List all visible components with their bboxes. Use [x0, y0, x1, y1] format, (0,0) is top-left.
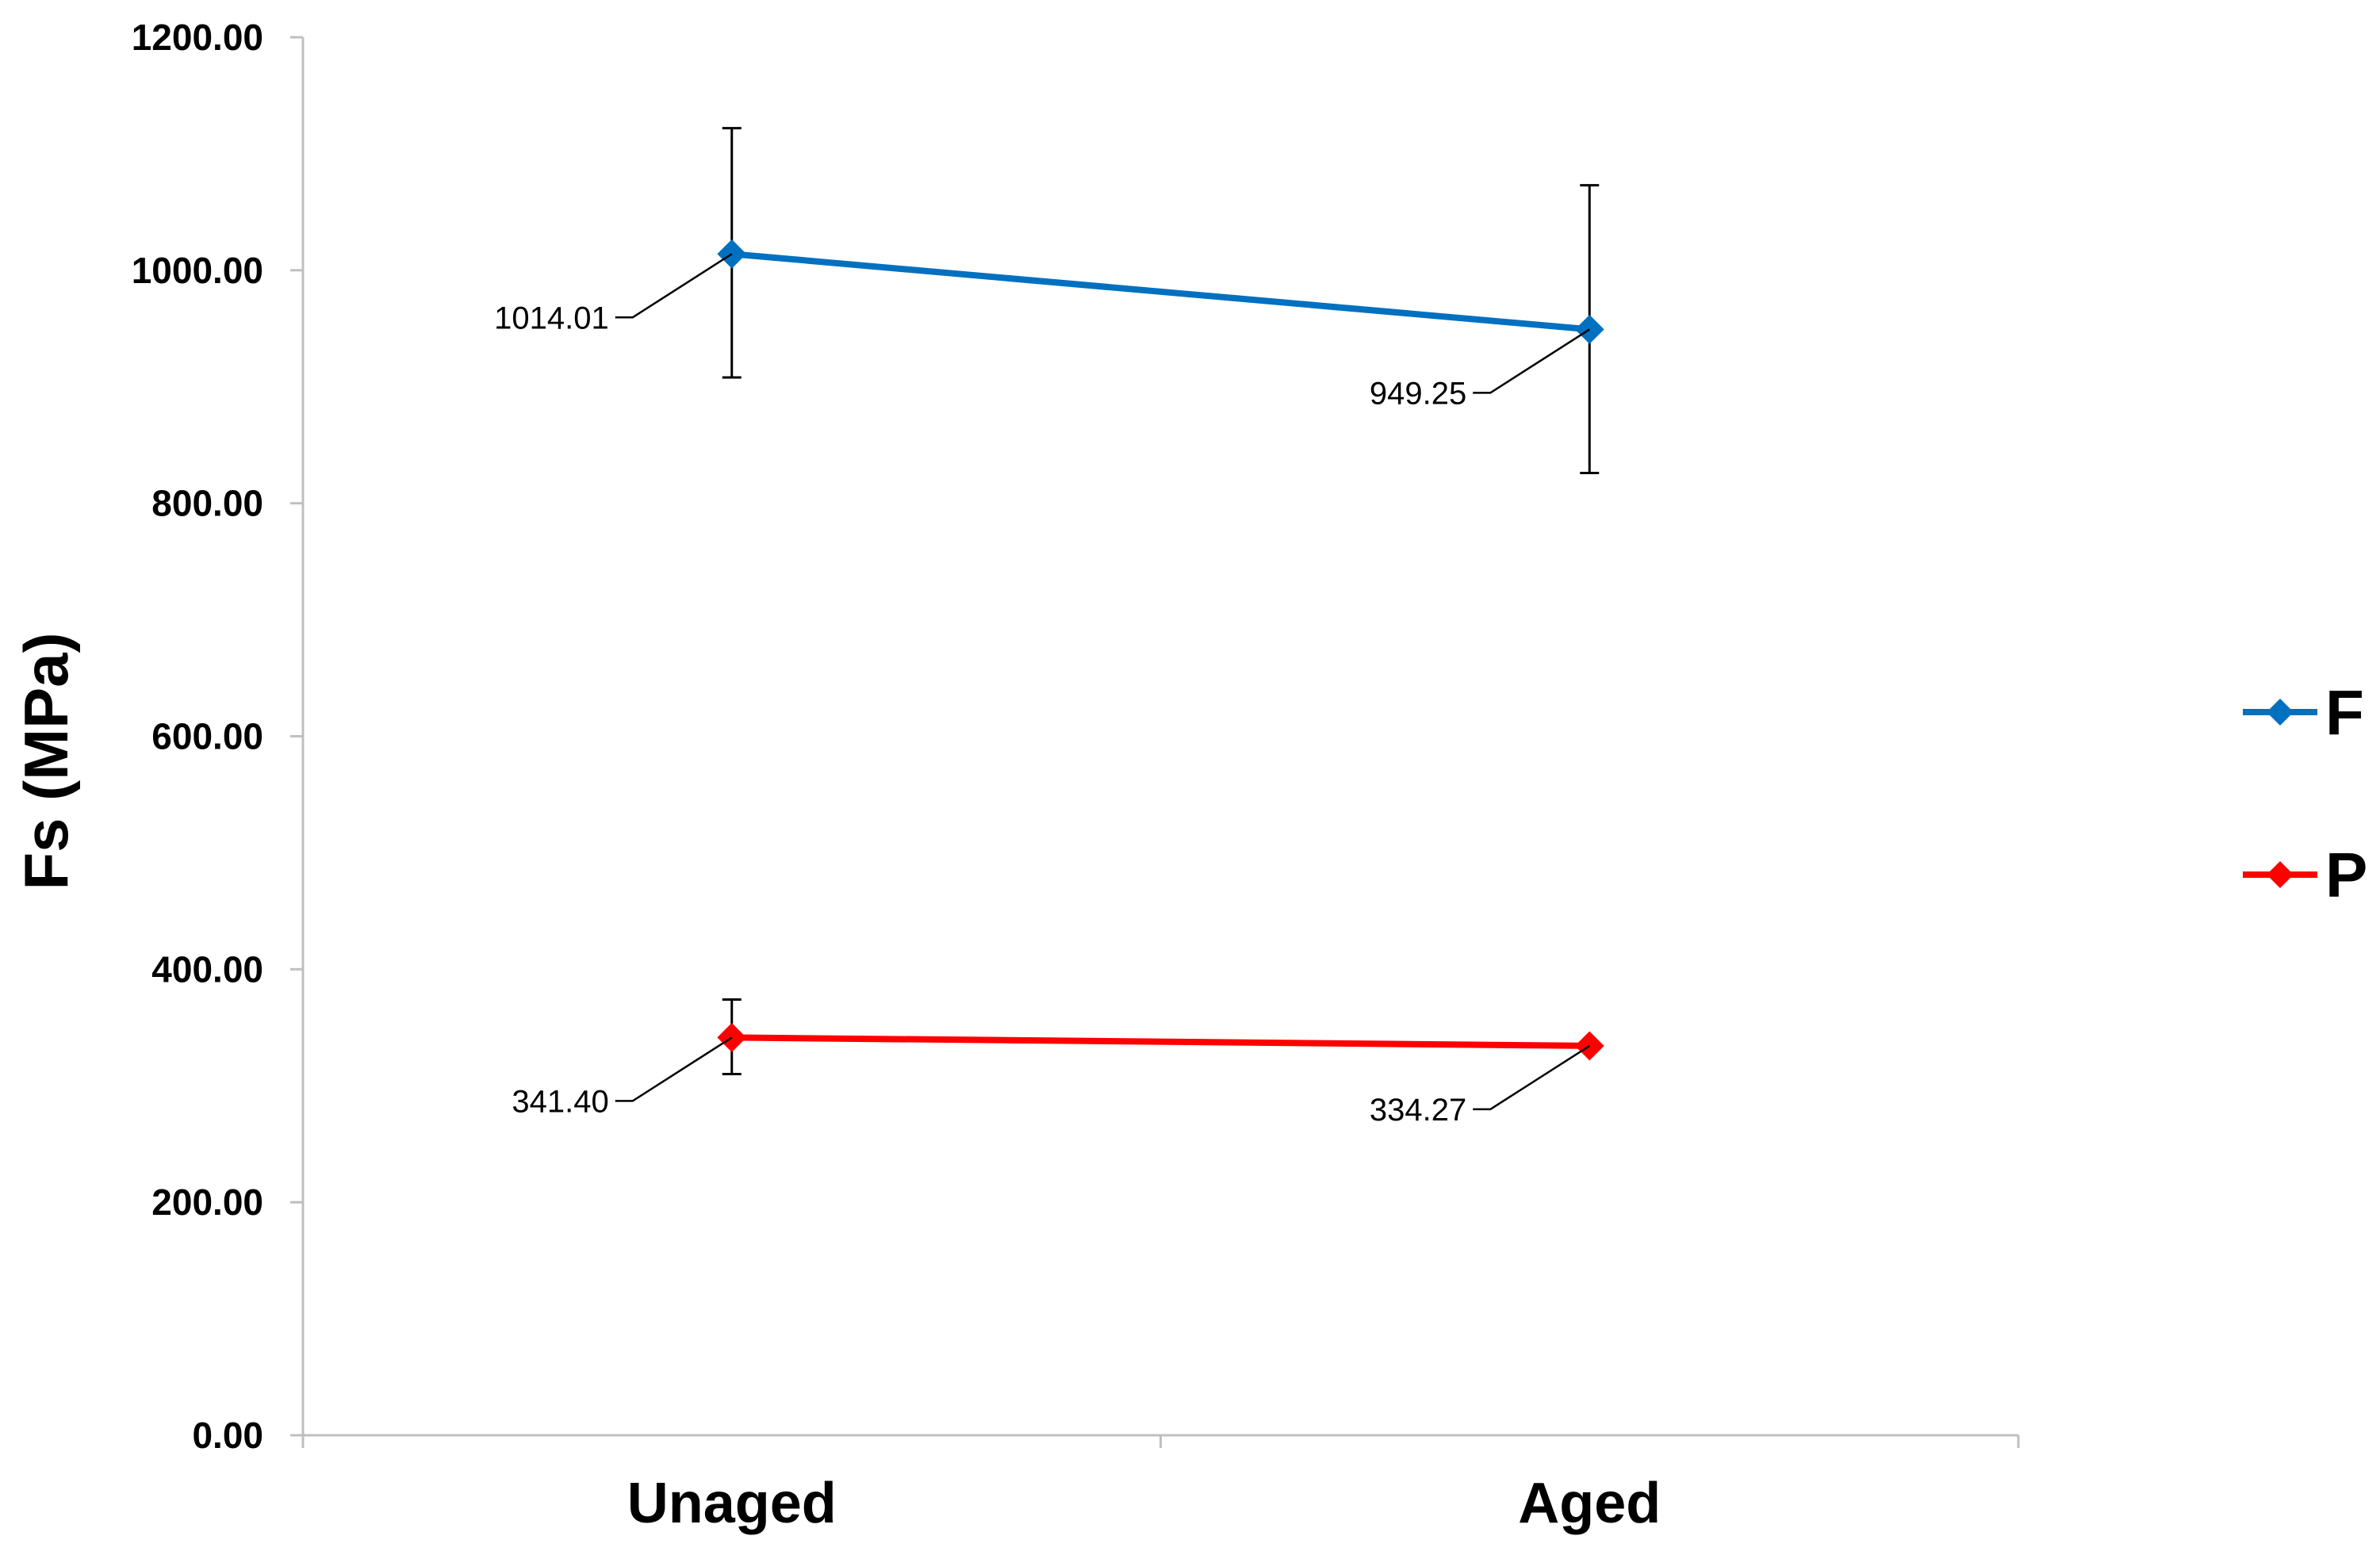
- data-label: 334.27: [1370, 1093, 1466, 1128]
- data-label-leader: [1473, 328, 1590, 394]
- data-label-leader: [615, 253, 733, 319]
- series-layer: 1014.01 949.25 341.40 334.27: [494, 127, 1604, 1128]
- y-tick-label: 1200.00: [132, 17, 263, 58]
- x-axis-ticks: Unaged Aged: [301, 1435, 2020, 1535]
- legend-label: F: [2325, 677, 2364, 748]
- axes: [301, 37, 2018, 1437]
- legend-label: P: [2325, 840, 2367, 910]
- data-label: 949.25: [1370, 376, 1466, 411]
- y-tick-label: 400.00: [151, 948, 263, 990]
- series-F: 1014.01 949.25: [494, 127, 1604, 474]
- x-tick-label: Unaged: [627, 1472, 837, 1535]
- legend-marker: [2267, 861, 2294, 888]
- series-line: [731, 1034, 1590, 1049]
- series-P: 341.40 334.27: [512, 998, 1604, 1128]
- legend-item-P: P: [2243, 840, 2367, 910]
- y-tick-label: 800.00: [151, 483, 263, 524]
- x-tick-label: Aged: [1518, 1472, 1661, 1535]
- data-label: 1014.01: [494, 301, 609, 335]
- data-label: 341.40: [512, 1084, 608, 1119]
- y-tick-label: 0.00: [192, 1415, 263, 1456]
- data-label-leader: [615, 1036, 733, 1102]
- y-tick-label: 200.00: [151, 1182, 263, 1223]
- y-axis-title: Fs (MPa): [11, 632, 81, 890]
- legend: FP: [2243, 677, 2367, 910]
- y-tick-label: 600.00: [151, 716, 263, 757]
- legend-item-F: F: [2243, 677, 2364, 748]
- legend-marker: [2267, 699, 2294, 726]
- y-axis-ticks: 0.00 200.00 400.00 600.00 800.00 1000.00 1200.…: [132, 17, 303, 1456]
- data-label-leader: [1473, 1044, 1590, 1111]
- y-tick-label: 1000.00: [132, 250, 263, 291]
- series-line: [731, 251, 1590, 333]
